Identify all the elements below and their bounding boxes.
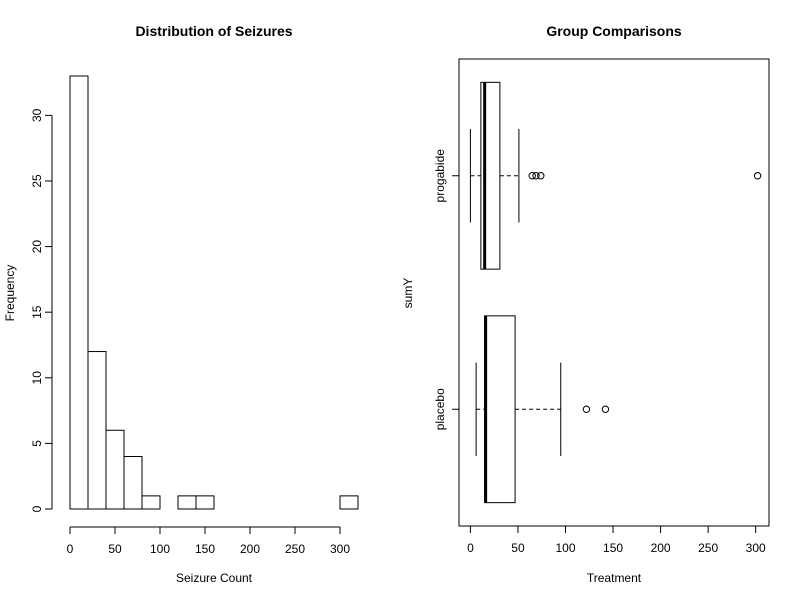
boxplot-x-tick-label: 200 — [651, 541, 671, 555]
boxplot-outlier — [582, 405, 591, 413]
histogram-y-tick-label: 0 — [30, 505, 44, 512]
histogram-bars — [69, 75, 359, 510]
histogram-bar — [177, 495, 197, 510]
histogram-x-tick-label: 0 — [67, 542, 74, 556]
histogram-y-tick-label: 25 — [30, 174, 44, 188]
histogram-x-tick-label: 50 — [108, 542, 122, 556]
histogram-bar — [87, 351, 107, 510]
histogram-bar — [195, 495, 215, 510]
boxplot-panel: Group Comparisons Treatment sumY 0 50 100 1… — [401, 23, 770, 585]
histogram-y-tick-label: 5 — [30, 440, 44, 447]
histogram-x-axis: 0 50 100 150 200 250 300 — [67, 526, 350, 556]
boxplot-outlier — [601, 405, 610, 413]
histogram-y-axis-label: Frequency — [3, 265, 17, 322]
boxplot-category-label: placebo — [433, 388, 447, 430]
histogram-x-tick-label: 250 — [285, 542, 305, 556]
boxplot-x-axis-label: Treatment — [587, 571, 642, 585]
boxplot-title: Group Comparisons — [546, 23, 682, 39]
histogram-x-tick-label: 100 — [150, 542, 170, 556]
histogram-y-tick-label: 30 — [30, 108, 44, 122]
boxplot-outlier — [532, 172, 540, 180]
boxplot-category-labels: placebo progabide — [433, 149, 459, 430]
histogram-y-axis: 0 5 10 15 20 25 30 — [30, 108, 53, 512]
histogram-bar — [69, 75, 89, 510]
boxplot-y-axis-label: sumY — [401, 278, 415, 309]
boxplot-x-tick-label: 300 — [746, 541, 766, 555]
boxplot-outlier — [537, 172, 545, 180]
histogram-x-tick-label: 150 — [195, 542, 215, 556]
boxplot-box — [484, 315, 516, 504]
boxplot-x-tick-label: 100 — [555, 541, 575, 555]
boxplot-x-tick-label: 0 — [467, 541, 474, 555]
histogram-y-tick-label: 10 — [30, 371, 44, 385]
histogram-x-tick-label: 200 — [240, 542, 260, 556]
histogram-title: Distribution of Seizures — [135, 23, 292, 39]
histogram-x-axis-label: Seizure Count — [176, 571, 253, 585]
histogram-bar — [141, 495, 161, 510]
histogram-panel: Distribution of Seizures Seizure Count F… — [3, 23, 359, 585]
boxplot-category-label: progabide — [433, 149, 447, 203]
boxplot-outlier — [528, 172, 536, 180]
boxplot-x-tick-label: 50 — [511, 541, 525, 555]
boxplot-marks — [469, 81, 762, 504]
boxplot-x-tick-label: 150 — [603, 541, 623, 555]
histogram-y-tick-label: 15 — [30, 305, 44, 319]
histogram-x-tick-label: 300 — [330, 542, 350, 556]
histogram-y-tick-label: 20 — [30, 240, 44, 254]
histogram-bar — [123, 456, 143, 510]
histogram-bar — [339, 495, 359, 510]
histogram-bar — [105, 429, 125, 510]
boxplot-x-tick-label: 250 — [698, 541, 718, 555]
boxplot-outlier — [753, 172, 762, 180]
boxplot-x-axis: 0 50 100 150 200 250 300 — [467, 525, 766, 555]
